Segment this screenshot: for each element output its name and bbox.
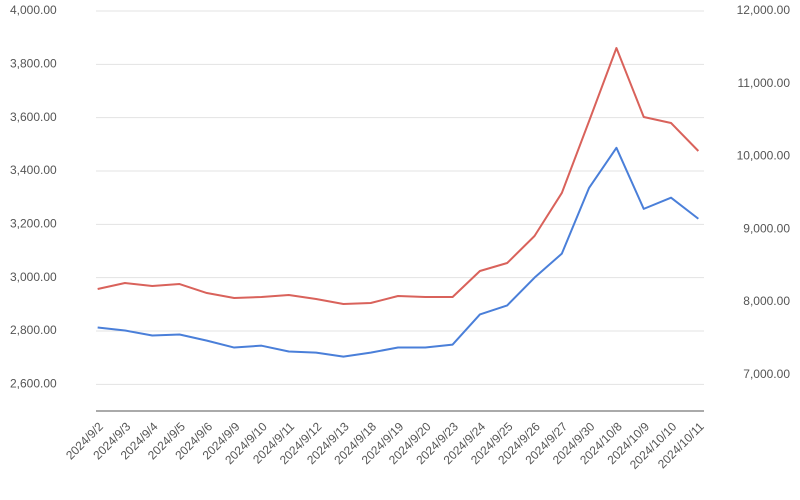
series-line xyxy=(97,146,699,358)
y-tick-label: 4,000.00 xyxy=(10,3,57,17)
y-tick-label: 2,800.00 xyxy=(10,323,57,337)
series-line xyxy=(97,47,700,306)
y2-tick-label: 10,000.00 xyxy=(737,149,791,163)
y-tick-label: 3,800.00 xyxy=(10,57,57,71)
y2-tick-label: 12,000.00 xyxy=(737,3,791,17)
y2-tick-label: 11,000.00 xyxy=(738,76,791,90)
y2-tick-label: 7,000.00 xyxy=(743,367,790,381)
y-tick-label: 3,000.00 xyxy=(10,270,57,284)
y-tick-label: 3,200.00 xyxy=(10,217,57,231)
y-tick-label: 3,600.00 xyxy=(10,110,57,124)
y2-tick-label: 9,000.00 xyxy=(743,221,790,235)
y2-tick-label: 8,000.00 xyxy=(743,294,790,308)
y-tick-label: 3,400.00 xyxy=(10,163,57,177)
y-tick-label: 2,600.00 xyxy=(10,377,57,391)
